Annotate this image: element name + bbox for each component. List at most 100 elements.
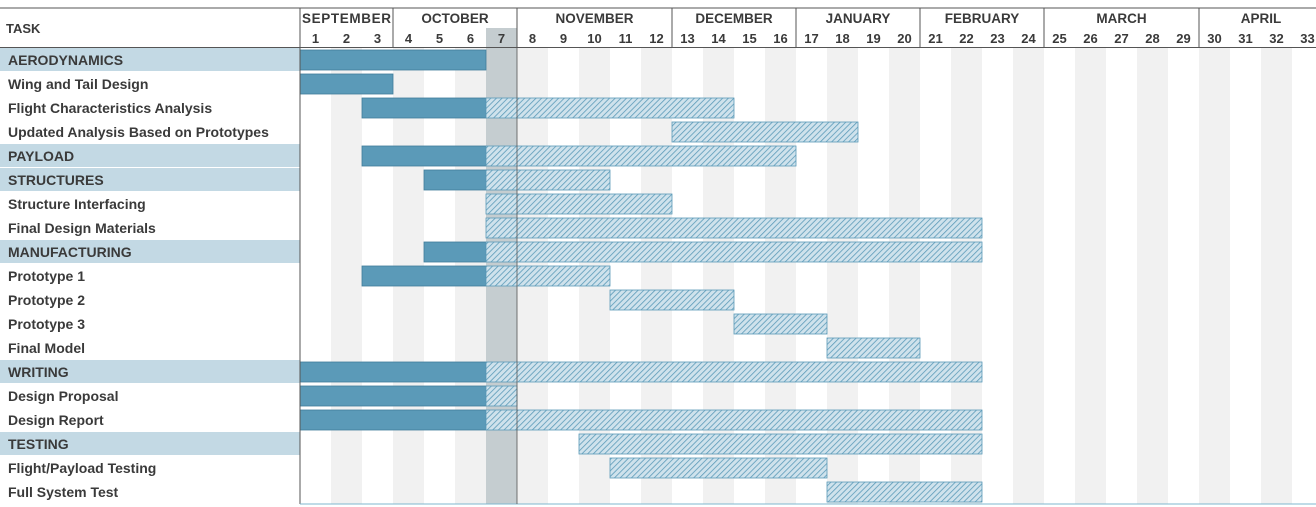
week-column-shade [1137, 48, 1168, 504]
week-number-label: 15 [742, 31, 756, 46]
week-number-label: 26 [1083, 31, 1097, 46]
category-band [0, 168, 300, 191]
week-number-label: 9 [560, 31, 567, 46]
planned-bar [485, 217, 983, 239]
completed-bar [361, 97, 487, 119]
week-column-shade [331, 48, 362, 504]
completed-bar [361, 145, 487, 167]
task-label: Design Proposal [8, 388, 118, 404]
week-number-label: 32 [1269, 31, 1283, 46]
month-label: APRIL [1241, 11, 1282, 26]
completed-bar [299, 409, 487, 431]
planned-bar [485, 361, 983, 383]
category-band [0, 360, 300, 383]
planned-bar [609, 457, 828, 479]
week-number-label: 29 [1176, 31, 1190, 46]
category-band [0, 144, 300, 167]
week-number-label: 11 [619, 31, 633, 46]
week-number-label: 22 [959, 31, 973, 46]
task-label: Prototype 3 [8, 316, 85, 332]
task-label: Final Model [8, 340, 85, 356]
completed-bar [299, 361, 487, 383]
planned-bar [485, 385, 518, 407]
week-number-label: 18 [835, 31, 849, 46]
task-label: Updated Analysis Based on Prototypes [8, 124, 269, 140]
completed-bar [299, 73, 394, 95]
week-number-label: 13 [680, 31, 694, 46]
month-label: OCTOBER [421, 11, 489, 26]
week-number-label: 4 [405, 31, 413, 46]
category-label: STRUCTURES [8, 172, 104, 188]
task-column-header: TASK [6, 21, 41, 36]
task-label: Wing and Tail Design [8, 76, 148, 92]
task-label: Prototype 2 [8, 292, 85, 308]
week-number-label: 19 [866, 31, 880, 46]
week-number-label: 24 [1021, 31, 1036, 46]
week-number-label: 33 [1300, 31, 1314, 46]
completed-bar [423, 241, 487, 263]
week-number-label: 30 [1207, 31, 1221, 46]
week-column-shade [1075, 48, 1106, 504]
planned-bar [671, 121, 859, 143]
planned-bar [485, 265, 611, 287]
week-number-label: 31 [1238, 31, 1252, 46]
planned-bar [485, 409, 983, 431]
week-number-label: 20 [897, 31, 911, 46]
week-number-label: 25 [1052, 31, 1066, 46]
week-number-label: 27 [1114, 31, 1128, 46]
planned-bar [609, 289, 735, 311]
week-number-label: 2 [343, 31, 350, 46]
category-band [0, 48, 300, 71]
category-label: MANUFACTURING [8, 244, 132, 260]
category-label: PAYLOAD [8, 148, 74, 164]
week-number-label: 1 [312, 31, 319, 46]
week-column-shade [1013, 48, 1044, 504]
completed-bar [299, 385, 487, 407]
week-number-label: 6 [467, 31, 474, 46]
planned-bar [485, 241, 983, 263]
task-label: Prototype 1 [8, 268, 85, 284]
week-number-label: 7 [498, 31, 505, 46]
category-band [0, 432, 300, 455]
planned-bar [826, 481, 983, 503]
week-column-shade [1199, 48, 1230, 504]
task-label: Final Design Materials [8, 220, 156, 236]
week-number-label: 28 [1145, 31, 1159, 46]
week-number-label: 16 [773, 31, 787, 46]
planned-bar [485, 97, 735, 119]
month-label: JANUARY [826, 11, 891, 26]
month-label: SEPTEMBER [302, 11, 391, 26]
task-label: Structure Interfacing [8, 196, 146, 212]
planned-bar [485, 169, 611, 191]
completed-bar [299, 49, 487, 71]
month-label: DECEMBER [695, 11, 773, 26]
week-number-label: 12 [649, 31, 663, 46]
week-number-label: 23 [990, 31, 1004, 46]
week-number-label: 3 [374, 31, 381, 46]
completed-bar [361, 265, 487, 287]
week-number-label: 8 [529, 31, 536, 46]
week-column-shade [1261, 48, 1292, 504]
category-label: TESTING [8, 436, 69, 452]
task-label: Design Report [8, 412, 104, 428]
planned-bar [485, 145, 797, 167]
task-label: Flight Characteristics Analysis [8, 100, 212, 116]
week-number-label: 5 [436, 31, 443, 46]
planned-bar [826, 337, 921, 359]
planned-bar [733, 313, 828, 335]
category-label: WRITING [8, 364, 69, 380]
week-number-label: 10 [587, 31, 601, 46]
month-label: MARCH [1096, 11, 1146, 26]
category-band [0, 240, 300, 263]
week-number-label: 17 [804, 31, 818, 46]
week-number-label: 21 [928, 31, 942, 46]
planned-bar [578, 433, 983, 455]
task-label: Flight/Payload Testing [8, 460, 156, 476]
month-label: FEBRUARY [945, 11, 1020, 26]
category-label: AERODYNAMICS [8, 52, 123, 68]
week-number-label: 14 [711, 31, 726, 46]
task-label: Full System Test [8, 484, 119, 500]
planned-bar [485, 193, 673, 215]
completed-bar [423, 169, 487, 191]
